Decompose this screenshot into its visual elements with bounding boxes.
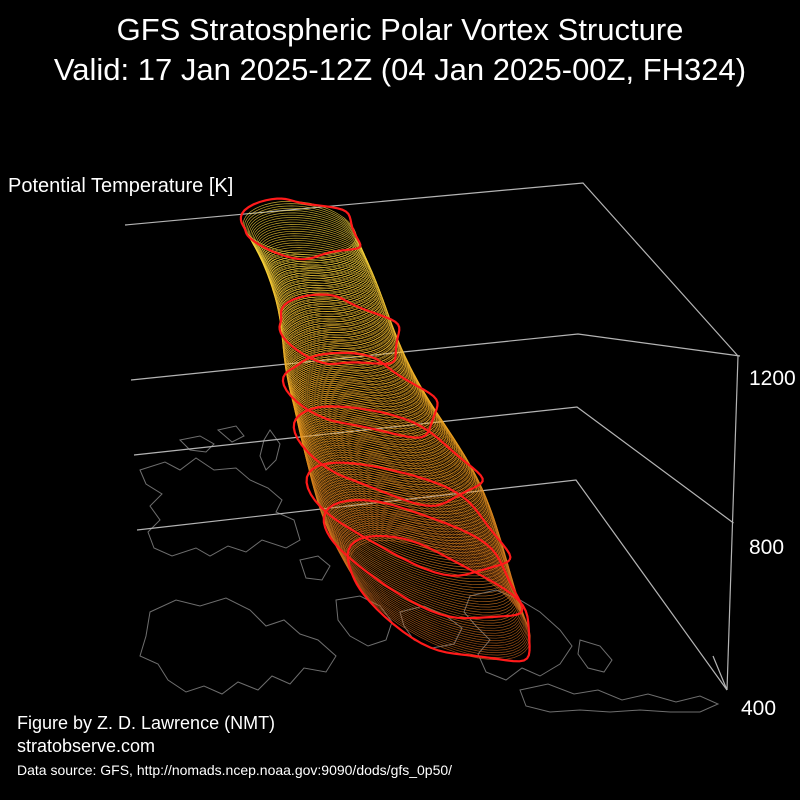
coastline-9 — [259, 429, 281, 471]
z-tick-label-800: 800 — [749, 536, 785, 559]
surface-ring-93 — [283, 334, 420, 408]
grid-plane-top — [124, 182, 739, 357]
surface-ring-6 — [340, 526, 526, 646]
credit-data-source: Data source: GFS, http://nomads.ncep.noa… — [17, 762, 453, 778]
surface-ring-18 — [325, 500, 517, 616]
surface-ring-74 — [291, 375, 451, 459]
surface-ring-146 — [247, 210, 360, 266]
highlight-contour-700 — [305, 461, 512, 577]
surface-ring-7 — [339, 524, 526, 644]
credit-author: Figure by Z. D. Lawrence (NMT) — [17, 713, 276, 733]
surface-ring-94 — [283, 332, 419, 405]
surface-ring-73 — [291, 377, 452, 462]
coastline-6 — [463, 589, 573, 681]
z-axis-foot — [712, 655, 728, 691]
surface-ring-29 — [315, 474, 508, 585]
highlight-contour-500 — [346, 534, 531, 663]
surface-ring-24 — [319, 486, 512, 600]
vortex-highlight-contours — [239, 197, 531, 663]
surface-ring-11 — [334, 516, 522, 634]
surface-ring-87 — [285, 347, 430, 424]
axis-grid — [124, 182, 741, 691]
coastline-4 — [335, 595, 393, 647]
vortex-surface — [242, 200, 531, 661]
surface-ring-148 — [245, 205, 358, 261]
surface-ring-95 — [283, 329, 417, 402]
surface-ring-40 — [308, 447, 499, 553]
highlight-contour-850 — [292, 405, 484, 508]
surface-ring-145 — [249, 212, 361, 269]
coastlines — [139, 425, 720, 713]
credit-site: stratobserve.com — [17, 736, 156, 756]
surface-ring-103 — [281, 311, 405, 380]
surface-ring-104 — [281, 308, 404, 377]
grid-plane-1200 — [130, 333, 741, 381]
coastline-10 — [299, 555, 331, 581]
surface-ring-27 — [317, 478, 510, 591]
coastline-0 — [139, 457, 301, 557]
highlight-contour-1000 — [281, 351, 439, 439]
z-tick-label-1200: 1200 — [749, 367, 796, 390]
surface-ring-88 — [285, 345, 428, 421]
z-axis-label: Potential Temperature [K] — [8, 175, 234, 197]
surface-ring-147 — [246, 207, 359, 264]
highlight-contour-1150 — [278, 293, 401, 366]
coastline-2 — [216, 425, 245, 443]
surface-ring-86 — [286, 350, 431, 427]
surface-ring-21 — [322, 493, 515, 608]
highlight-contour-1400 — [239, 197, 362, 261]
surface-ring-144 — [250, 214, 362, 271]
z-axis-edge — [726, 355, 739, 691]
chart-title: GFS Stratospheric Polar Vortex Structure — [116, 12, 684, 47]
chart-subtitle: Valid: 17 Jan 2025-12Z (04 Jan 2025-00Z,… — [53, 52, 747, 87]
surface-ring-1 — [347, 537, 530, 658]
surface-ring-150 — [242, 200, 357, 256]
z-tick-label-400: 400 — [741, 697, 777, 720]
surface-ring-143 — [251, 217, 363, 274]
surface-ring-149 — [244, 203, 358, 259]
coastline-8 — [519, 683, 720, 713]
grid-plane-400 — [136, 479, 728, 691]
coastline-3 — [139, 597, 337, 695]
grid-plane-800 — [133, 406, 734, 524]
coastline-7 — [577, 639, 613, 673]
coastline-1 — [178, 435, 215, 453]
